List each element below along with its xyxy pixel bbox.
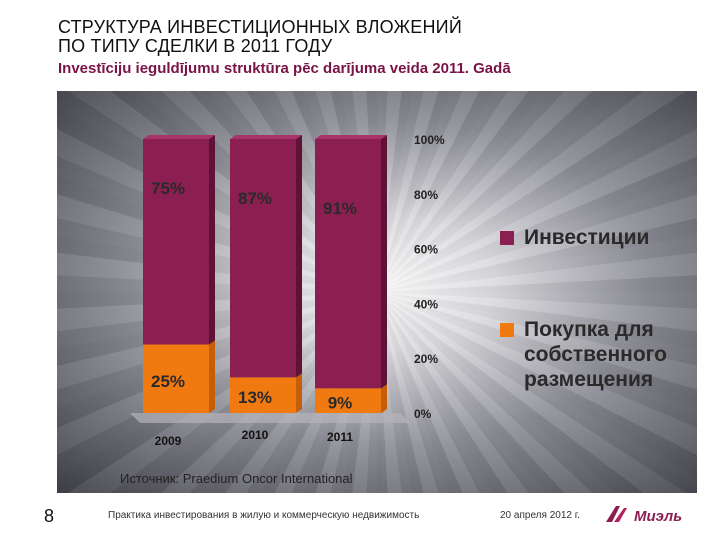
title-line-1: СТРУКТУРА ИНВЕСТИЦИОННЫХ ВЛОЖЕНИЙ — [58, 17, 462, 37]
slide-subtitle: Investīciju ieguldījumu struktūra pēc da… — [58, 60, 511, 77]
bar-segment-2010 — [230, 377, 296, 413]
y-tick-label: 0% — [414, 407, 432, 421]
data-label: 75% — [151, 179, 185, 198]
data-label: 13% — [238, 388, 272, 407]
bar-side-2010 — [296, 373, 302, 413]
bar-side-2009 — [209, 135, 215, 345]
data-label: 87% — [238, 189, 272, 208]
logo-icon: Миэль — [606, 506, 682, 525]
bar-top-2010 — [230, 135, 302, 139]
footer-text: Практика инвестирования в жилую и коммер… — [108, 510, 420, 521]
bar-segment-2009 — [143, 344, 209, 413]
bar-segment-2010 — [230, 139, 296, 378]
data-label: 91% — [323, 199, 357, 218]
company-logo: Миэль — [600, 500, 700, 530]
slide-title: СТРУКТУРА ИНВЕСТИЦИОННЫХ ВЛОЖЕНИЙ ПО ТИП… — [58, 18, 462, 56]
bar-segment-2011 — [315, 388, 381, 413]
y-tick-label: 20% — [414, 352, 438, 366]
legend-swatch-own-use — [500, 323, 514, 337]
y-tick-label: 80% — [414, 188, 438, 202]
legend-swatch-invest — [500, 231, 514, 245]
bar-segment-2011 — [315, 139, 381, 389]
data-label: 25% — [151, 372, 185, 391]
logo-text: Миэль — [634, 508, 682, 525]
legend-label-own-use: Покупка для собственного размещения — [524, 318, 667, 391]
x-tick-label: 2010 — [242, 428, 269, 442]
footer-date: 20 апреля 2012 г. — [500, 510, 580, 521]
x-tick-label: 2011 — [327, 430, 353, 444]
legend-label-invest: Инвестиции — [524, 226, 650, 249]
source-note: Источник: Praedium Oncor International — [120, 471, 353, 486]
bar-side-2011 — [381, 384, 387, 413]
chart-floor — [130, 413, 410, 423]
bar-top-2011 — [315, 135, 387, 139]
data-label: 9% — [328, 394, 353, 413]
title-line-2: ПО ТИПУ СДЕЛКИ В 2011 ГОДУ — [58, 36, 333, 56]
bar-side-2009 — [209, 340, 215, 413]
bar-side-2011 — [381, 135, 387, 389]
page-number: 8 — [44, 506, 55, 526]
bar-side-2010 — [296, 135, 302, 378]
x-tick-label: 2009 — [155, 434, 182, 448]
bar-segment-2009 — [143, 139, 209, 345]
y-tick-label: 40% — [414, 297, 438, 311]
bar-top-2009 — [143, 135, 215, 139]
y-tick-label: 100% — [414, 133, 445, 147]
y-tick-label: 60% — [414, 243, 438, 257]
